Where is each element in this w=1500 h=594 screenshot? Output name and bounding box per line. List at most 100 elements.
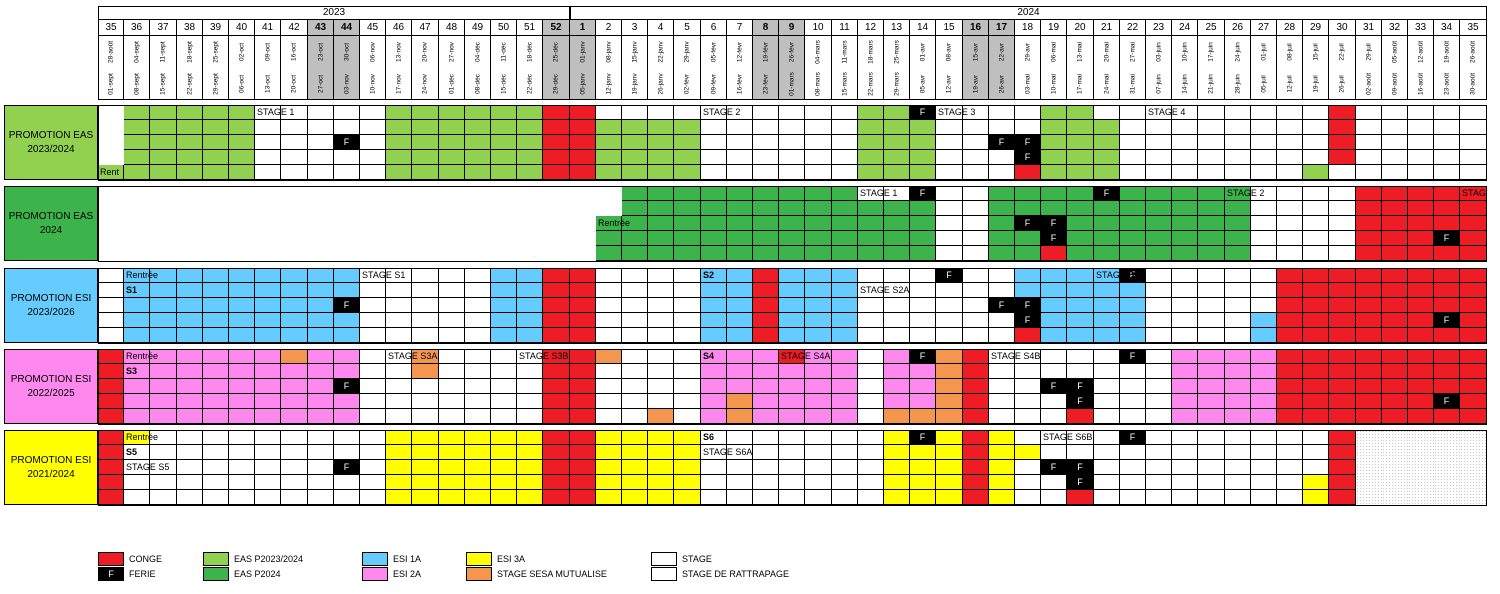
schedule-cell[interactable]	[832, 364, 858, 379]
schedule-cell[interactable]	[779, 394, 805, 409]
schedule-cell[interactable]	[910, 409, 936, 424]
schedule-cell[interactable]	[124, 150, 150, 165]
schedule-cell[interactable]	[596, 460, 622, 475]
schedule-cell[interactable]	[1329, 268, 1356, 283]
schedule-cell[interactable]	[1408, 298, 1434, 313]
schedule-cell[interactable]	[308, 409, 334, 424]
schedule-cell[interactable]	[727, 246, 753, 261]
schedule-cell[interactable]	[884, 105, 910, 120]
schedule-cell[interactable]	[1094, 430, 1120, 445]
schedule-cell[interactable]	[1303, 216, 1329, 231]
schedule-cell[interactable]	[1198, 445, 1225, 460]
schedule-cell[interactable]	[570, 298, 596, 313]
schedule-cell[interactable]	[596, 120, 622, 135]
schedule-cell[interactable]	[674, 475, 701, 490]
schedule-cell[interactable]	[281, 430, 308, 445]
schedule-cell[interactable]	[1408, 201, 1434, 216]
schedule-cell[interactable]	[517, 150, 543, 165]
schedule-cell[interactable]	[491, 105, 517, 120]
schedule-cell[interactable]	[805, 364, 832, 379]
schedule-cell[interactable]	[910, 120, 936, 135]
schedule-cell[interactable]	[386, 379, 412, 394]
schedule-cell[interactable]	[989, 490, 1015, 505]
schedule-cell[interactable]	[517, 379, 543, 394]
schedule-cell[interactable]	[1251, 313, 1277, 328]
holiday-cell[interactable]: F	[1041, 231, 1067, 246]
schedule-cell[interactable]	[674, 186, 701, 201]
schedule-cell[interactable]	[412, 445, 439, 460]
schedule-cell[interactable]	[412, 475, 439, 490]
schedule-cell[interactable]	[229, 135, 255, 150]
schedule-cell[interactable]	[543, 328, 570, 343]
schedule-cell[interactable]	[779, 231, 805, 246]
schedule-cell[interactable]	[1120, 394, 1146, 409]
schedule-cell[interactable]	[805, 135, 832, 150]
schedule-cell[interactable]	[281, 135, 308, 150]
schedule-cell[interactable]	[674, 246, 701, 261]
schedule-cell[interactable]	[779, 409, 805, 424]
schedule-cell[interactable]	[308, 445, 334, 460]
schedule-cell[interactable]	[203, 490, 229, 505]
schedule-cell[interactable]	[1041, 445, 1067, 460]
schedule-cell[interactable]	[150, 364, 177, 379]
schedule-cell[interactable]	[1225, 186, 1251, 201]
schedule-cell[interactable]	[1408, 349, 1434, 364]
schedule-cell[interactable]	[1382, 165, 1408, 180]
schedule-cell[interactable]	[255, 283, 281, 298]
schedule-cell[interactable]	[570, 283, 596, 298]
schedule-cell[interactable]	[727, 364, 753, 379]
holiday-cell[interactable]: F	[910, 349, 936, 364]
schedule-cell[interactable]	[150, 150, 177, 165]
schedule-cell[interactable]	[308, 313, 334, 328]
schedule-cell[interactable]	[1094, 201, 1120, 216]
schedule-cell[interactable]	[989, 460, 1015, 475]
schedule-cell[interactable]	[229, 165, 255, 180]
schedule-cell[interactable]	[1172, 186, 1198, 201]
schedule-cell[interactable]	[727, 186, 753, 201]
schedule-cell[interactable]	[386, 445, 412, 460]
schedule-cell[interactable]	[517, 298, 543, 313]
schedule-cell[interactable]	[622, 165, 648, 180]
schedule-cell[interactable]	[1303, 379, 1329, 394]
schedule-cell[interactable]	[1434, 201, 1460, 216]
schedule-cell[interactable]	[439, 135, 465, 150]
schedule-cell[interactable]	[229, 409, 255, 424]
schedule-cell[interactable]	[1303, 430, 1329, 445]
schedule-cell[interactable]	[832, 379, 858, 394]
schedule-cell[interactable]	[989, 349, 1015, 364]
schedule-cell[interactable]	[648, 120, 674, 135]
holiday-cell[interactable]: F	[334, 135, 360, 150]
schedule-cell[interactable]	[334, 165, 360, 180]
schedule-cell[interactable]	[1277, 409, 1303, 424]
schedule-cell[interactable]	[858, 394, 884, 409]
schedule-cell[interactable]	[622, 349, 648, 364]
schedule-cell[interactable]	[255, 328, 281, 343]
schedule-cell[interactable]	[1146, 394, 1172, 409]
schedule-cell[interactable]	[1277, 165, 1303, 180]
schedule-cell[interactable]	[1356, 298, 1382, 313]
schedule-cell[interactable]	[465, 460, 491, 475]
schedule-cell[interactable]	[150, 298, 177, 313]
schedule-cell[interactable]	[805, 298, 832, 313]
schedule-cell[interactable]	[1382, 328, 1408, 343]
schedule-cell[interactable]	[543, 268, 570, 283]
schedule-cell[interactable]	[701, 231, 727, 246]
schedule-cell[interactable]	[936, 246, 963, 261]
schedule-cell[interactable]	[1120, 490, 1146, 505]
schedule-cell[interactable]	[1277, 430, 1303, 445]
schedule-cell[interactable]	[596, 231, 622, 246]
schedule-cell[interactable]	[1356, 379, 1382, 394]
schedule-cell[interactable]	[491, 165, 517, 180]
schedule-cell[interactable]	[281, 283, 308, 298]
schedule-cell[interactable]	[1146, 186, 1172, 201]
schedule-cell[interactable]	[1225, 313, 1251, 328]
schedule-cell[interactable]	[1146, 328, 1172, 343]
schedule-cell[interactable]	[1225, 105, 1251, 120]
schedule-cell[interactable]	[1094, 150, 1120, 165]
schedule-cell[interactable]	[963, 460, 989, 475]
schedule-cell[interactable]	[98, 328, 124, 343]
schedule-cell[interactable]	[622, 430, 648, 445]
schedule-cell[interactable]	[805, 445, 832, 460]
schedule-cell[interactable]	[1146, 135, 1172, 150]
schedule-cell[interactable]	[1146, 268, 1172, 283]
